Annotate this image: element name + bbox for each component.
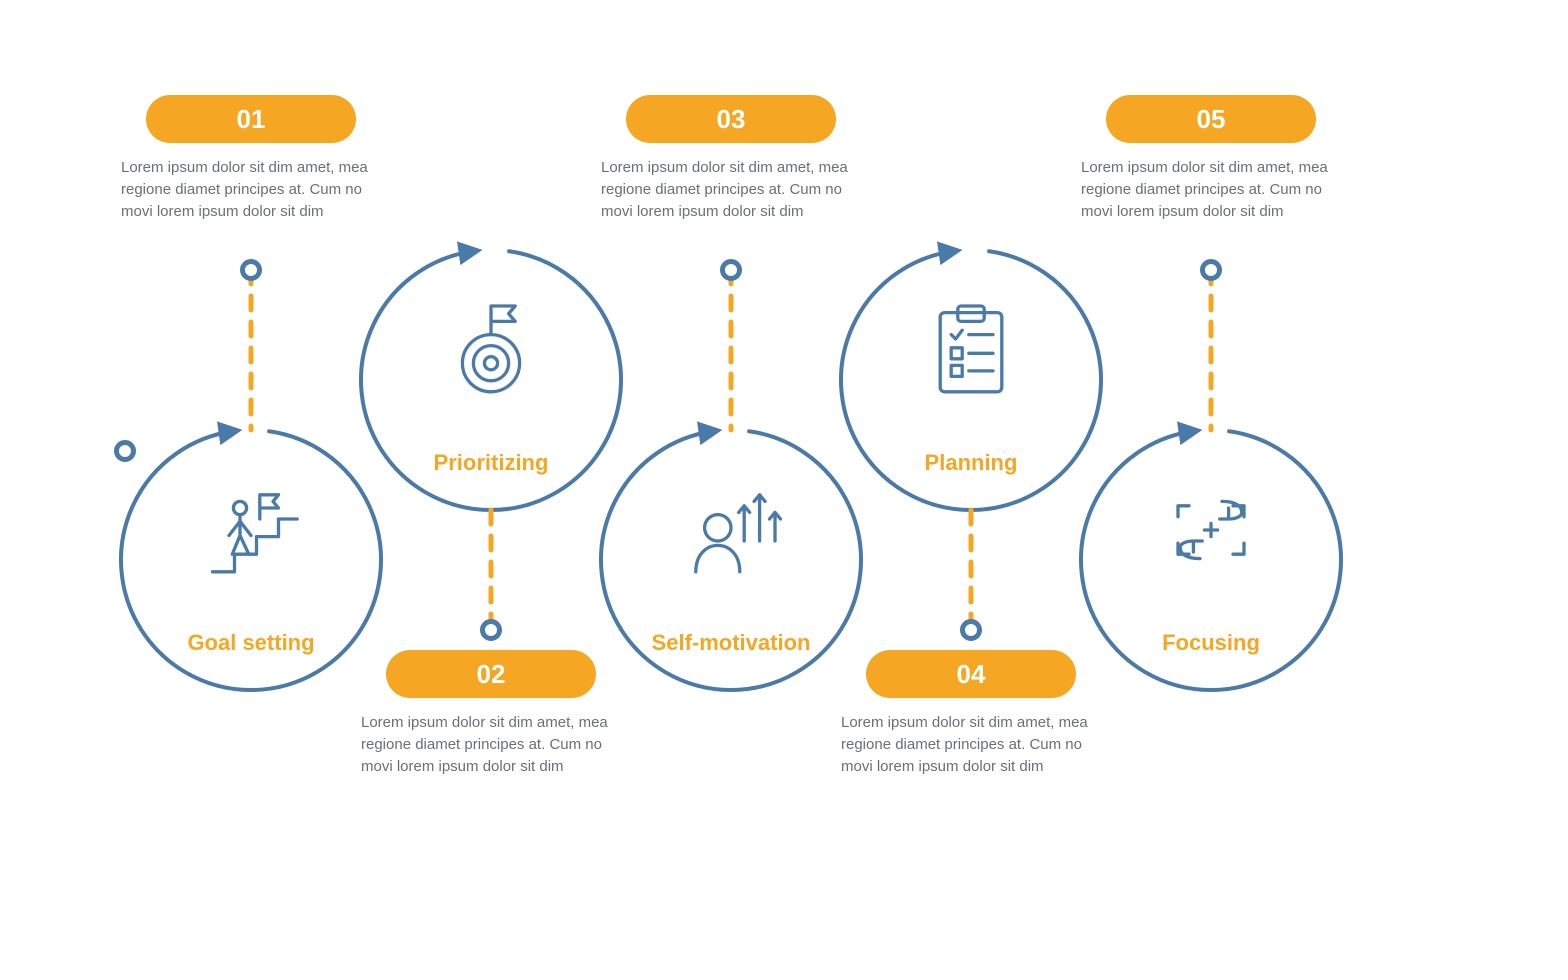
step-description: Lorem ipsum dolor sit dim amet, mea regi… (1081, 157, 1341, 222)
step-title: Prioritizing (361, 450, 621, 476)
start-dot (114, 440, 136, 462)
step-number-badge: 04 (866, 650, 1076, 698)
connector-dot (720, 259, 742, 281)
connector-dot (960, 619, 982, 641)
person-arrows-icon (676, 475, 786, 585)
infographic-stage: 01 Lorem ipsum dolor sit dim amet, mea re… (0, 0, 1568, 980)
stairs-flag-icon (196, 475, 306, 585)
step-title: Planning (841, 450, 1101, 476)
step-description: Lorem ipsum dolor sit dim amet, mea regi… (841, 712, 1101, 777)
step-title: Goal setting (121, 630, 381, 656)
connector-dot (480, 619, 502, 641)
step-description: Lorem ipsum dolor sit dim amet, mea regi… (121, 157, 381, 222)
step-description: Lorem ipsum dolor sit dim amet, mea regi… (361, 712, 621, 777)
step-number-badge: 01 (146, 95, 356, 143)
connector-dot (240, 259, 262, 281)
step-title: Self-motivation (601, 630, 861, 656)
target-flag-icon (436, 295, 546, 405)
step-description: Lorem ipsum dolor sit dim amet, mea regi… (601, 157, 861, 222)
clipboard-icon (916, 295, 1026, 405)
step-title: Focusing (1081, 630, 1341, 656)
step-number-badge: 05 (1106, 95, 1316, 143)
focus-hands-icon (1156, 475, 1266, 585)
connector-dot (1200, 259, 1222, 281)
step-number-badge: 02 (386, 650, 596, 698)
step-number-badge: 03 (626, 95, 836, 143)
